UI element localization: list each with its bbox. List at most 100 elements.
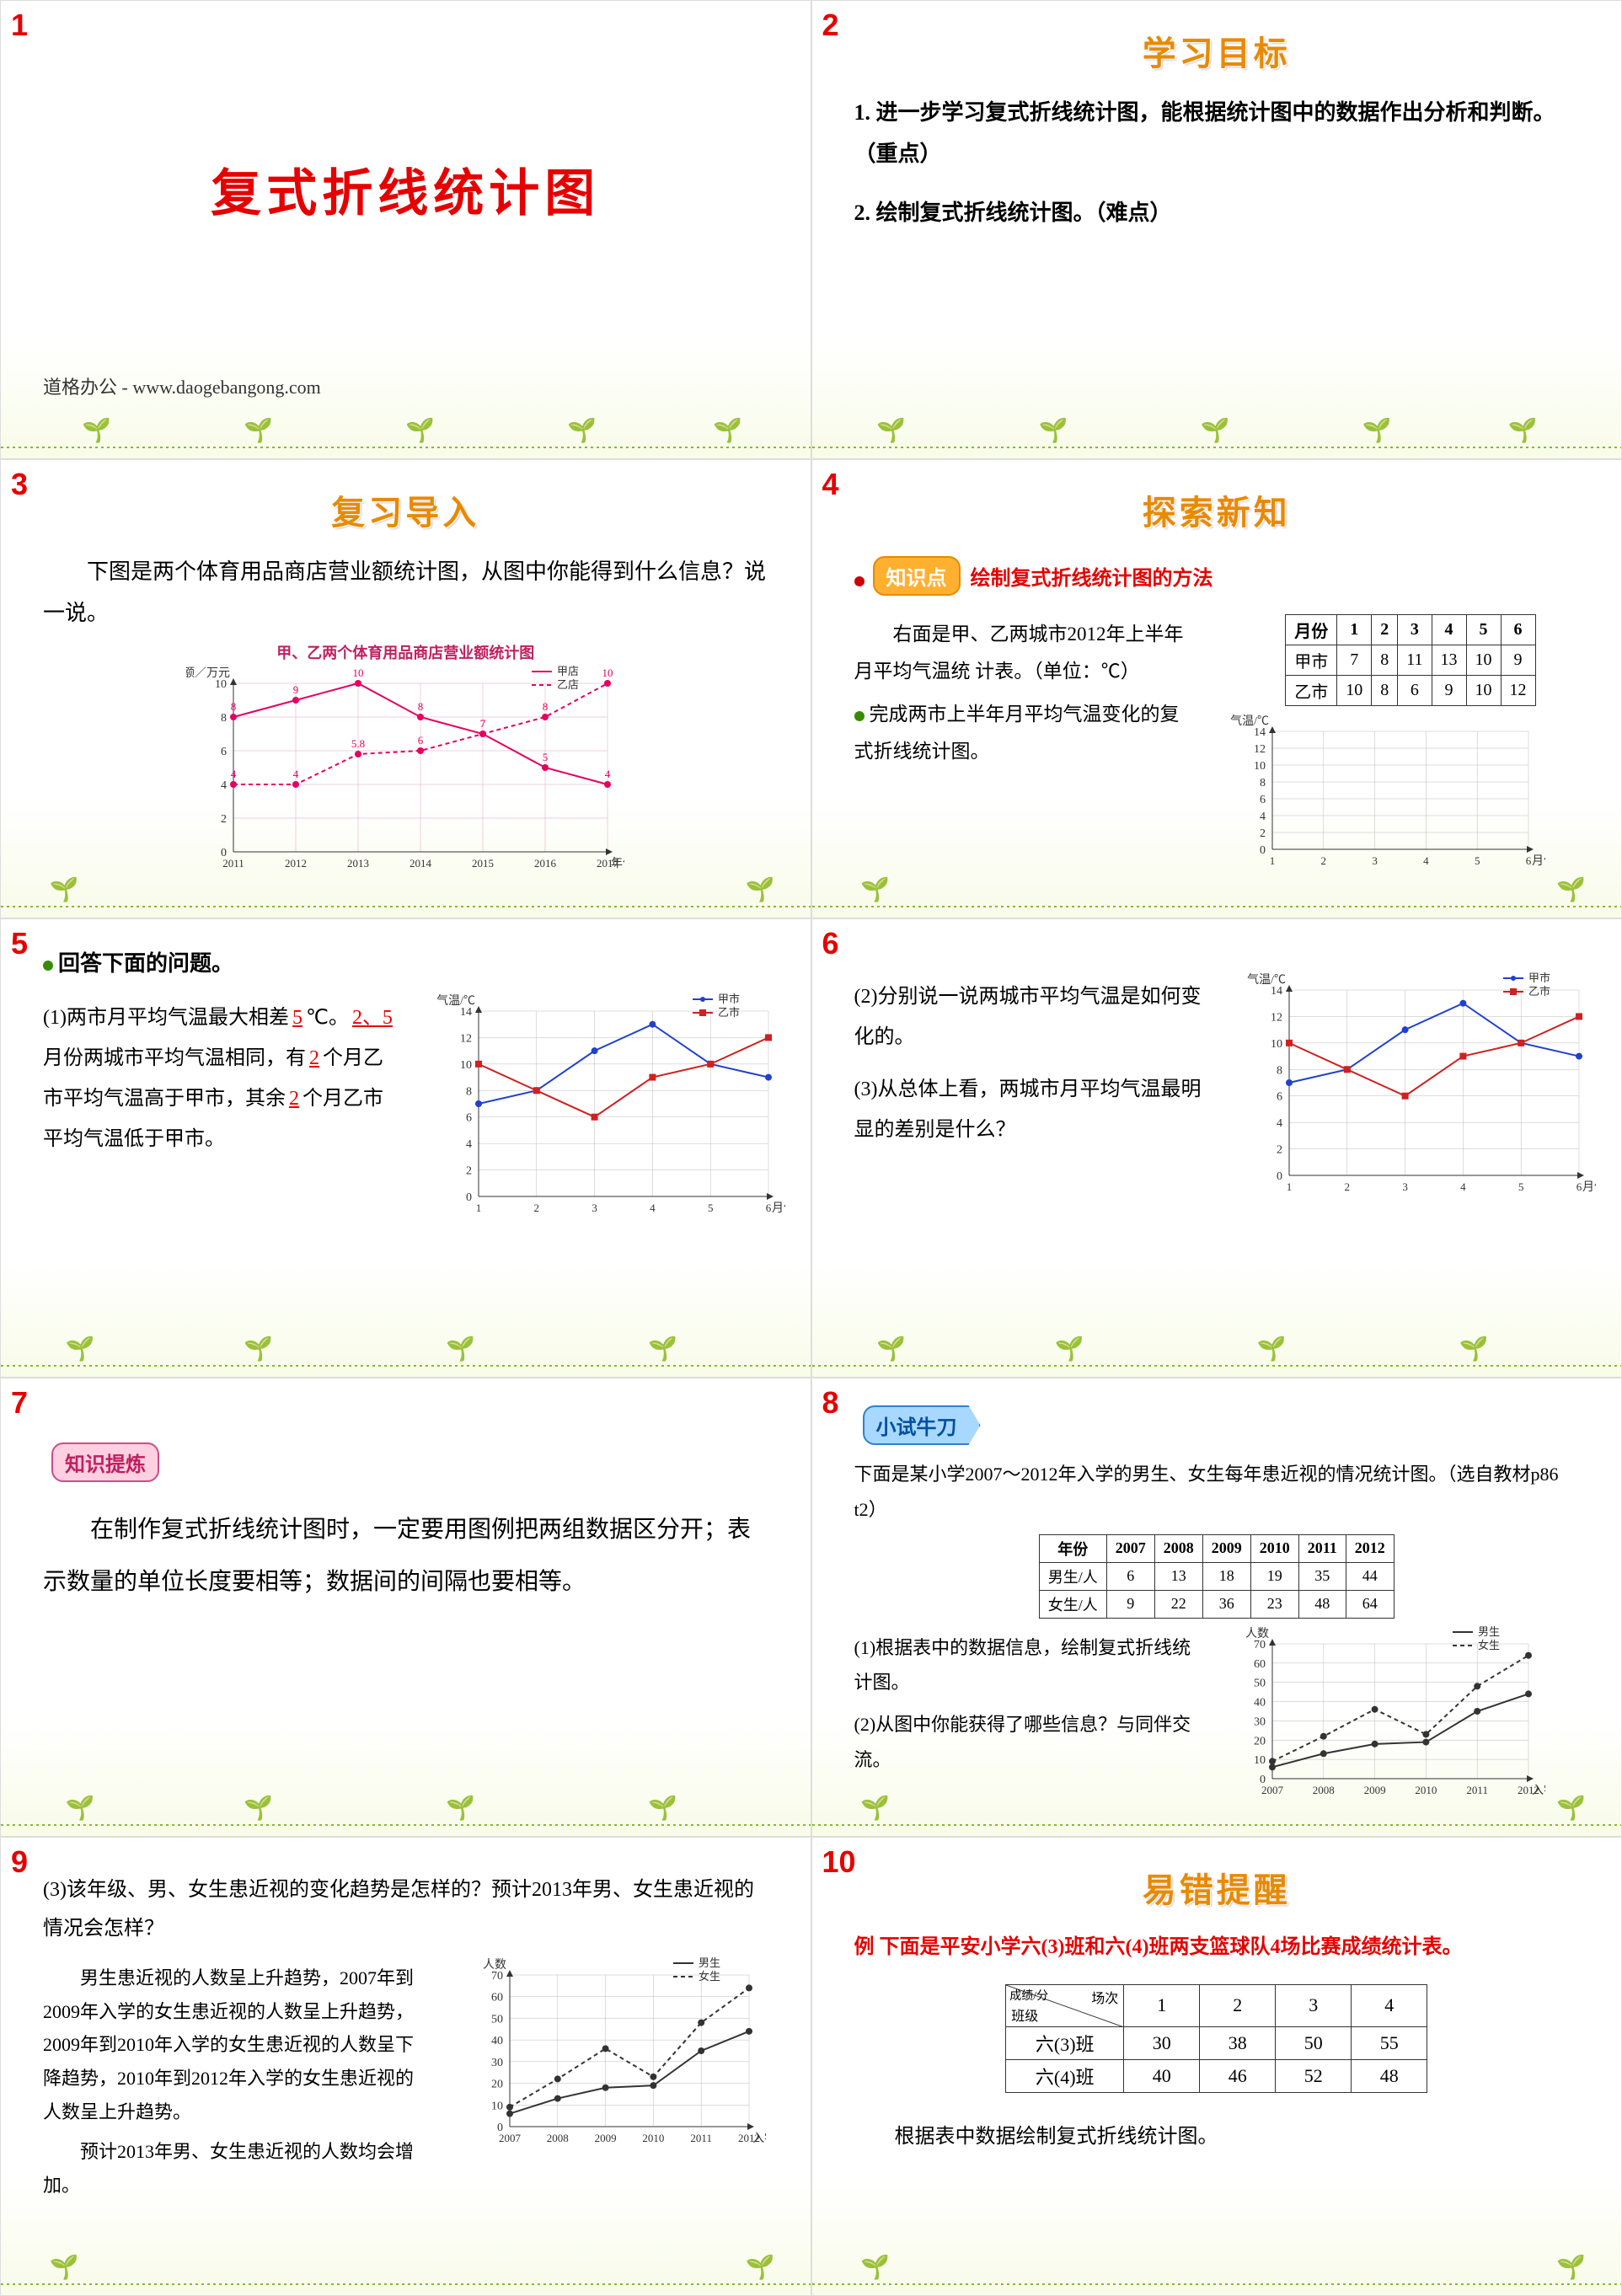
svg-text:20: 20 (1254, 1735, 1266, 1747)
blank-chart: 02468101214123456气温/℃月份 (1225, 711, 1545, 880)
svg-text:70: 70 (491, 1970, 503, 1983)
svg-text:30: 30 (491, 2057, 503, 2069)
q8-1: (1)根据表中的数据信息，绘制复式折线统计图。 (854, 1630, 1191, 1701)
svg-text:14: 14 (460, 1006, 472, 1019)
q9-3: (3)该年级、男、女生患近视的变化趋势是怎样的？预计2013年男、女生患近视的情… (43, 1871, 768, 1948)
svg-text:6: 6 (221, 746, 227, 758)
svg-text:气温/℃: 气温/℃ (436, 994, 475, 1008)
svg-text:5.8: 5.8 (351, 737, 365, 750)
svg-text:乙市: 乙市 (1528, 985, 1550, 998)
svg-text:10: 10 (1254, 1754, 1266, 1767)
svg-text:3: 3 (1402, 1180, 1408, 1193)
svg-text:月份: 月份 (1532, 854, 1545, 868)
practice-tag: 小试牛刀 (863, 1405, 981, 1445)
svg-text:1: 1 (1287, 1180, 1293, 1193)
slide-number: 8 (822, 1385, 839, 1421)
svg-text:6: 6 (466, 1112, 472, 1125)
bullet-icon (854, 711, 865, 721)
svg-text:乙市: 乙市 (718, 1006, 740, 1019)
svg-text:4: 4 (1277, 1117, 1282, 1130)
svg-text:4: 4 (221, 779, 227, 792)
chart-title: 甲、乙两个体育用品商店营业额统计图 (26, 641, 785, 663)
slide-5: 5 回答下面的问题。 (1)两市月平均气温最大相差5℃。2、5月份两城市平均气温… (0, 918, 811, 1378)
svg-text:0: 0 (1277, 1170, 1282, 1183)
svg-text:5: 5 (1475, 854, 1480, 867)
grass-decoration (1, 2245, 811, 2295)
svg-text:2: 2 (1320, 854, 1326, 867)
svg-text:2: 2 (221, 813, 227, 826)
svg-text:气温/℃: 气温/℃ (1247, 973, 1286, 987)
slide-10: 10 易错提醒 例 下面是平安小学六(3)班和六(4)班两支篮球队4场比赛成绩统… (811, 1837, 1622, 2296)
sales-chart: 02468102011201220132014201520162017营业额／万… (186, 663, 624, 882)
goal-1: 1. 进一步学习复式折线统计图，能根据统计图中的数据作出分析和判断。（重点） (854, 92, 1580, 175)
svg-text:4: 4 (1460, 1180, 1466, 1193)
intro-text: 下图是两个体育用品商店营业额统计图，从图中你能得到什么信息？说一说。 (43, 551, 768, 634)
svg-text:甲店: 甲店 (557, 665, 579, 677)
svg-text:14: 14 (1271, 985, 1282, 998)
question-2: (2)分别说一说两城市平均气温是如何变化的。 (854, 977, 1209, 1057)
myopia-chart-8: 010203040506070200720082009201020112012人… (1225, 1624, 1545, 1809)
slide-number: 1 (11, 8, 28, 43)
p4-text1: 右面是甲、乙两城市2012年上半年月平均气温统 计表。（单位：℃） (854, 616, 1191, 689)
slide-number: 7 (11, 1385, 28, 1421)
svg-text:1: 1 (1270, 854, 1276, 867)
svg-text:3: 3 (1372, 854, 1378, 867)
slide-number: 4 (822, 467, 839, 502)
svg-text:2: 2 (533, 1202, 539, 1214)
grass-decoration (1, 1326, 811, 1377)
svg-text:6: 6 (765, 1202, 771, 1214)
basketball-table: 场次班级成绩/分1234六(3)班30385055六(4)班40465248 (1005, 1984, 1427, 2093)
section-title: 易错提醒 (838, 1863, 1597, 1912)
svg-text:2: 2 (466, 1165, 472, 1178)
svg-text:0: 0 (466, 1191, 472, 1204)
p4-text2: 完成两市上半年月平均气温变化的复式折线统计图。 (854, 704, 1180, 762)
svg-text:6: 6 (1277, 1091, 1282, 1104)
slide-number: 3 (11, 467, 28, 502)
svg-text:2010: 2010 (642, 2132, 664, 2144)
svg-text:60: 60 (491, 1992, 503, 2004)
goal-2: 2. 绘制复式折线统计图。（难点） (854, 192, 1580, 233)
svg-text:9: 9 (293, 683, 299, 696)
svg-text:4: 4 (650, 1202, 656, 1214)
knowledge-text: 绘制复式折线统计图的方法 (971, 568, 1213, 590)
slide-6: 6 (2)分别说一说两城市平均气温是如何变化的。 (3)从总体上看，两城市月平均… (811, 918, 1622, 1378)
svg-text:10: 10 (460, 1059, 472, 1072)
svg-text:5: 5 (1518, 1180, 1524, 1193)
svg-text:营业额／万元: 营业额／万元 (186, 666, 230, 680)
svg-text:男生: 男生 (1478, 1625, 1500, 1638)
svg-text:6: 6 (1260, 794, 1266, 806)
slide-3: 3 复习导入 下图是两个体育用品商店营业额统计图，从图中你能得到什么信息？说一说… (0, 459, 811, 918)
svg-text:50: 50 (1254, 1677, 1266, 1689)
temp-chart-6: 02468101214123456气温/℃月份甲市乙市 (1242, 970, 1596, 1206)
question-3: (3)从总体上看，两城市月平均气温最明显的差别是什么？ (854, 1069, 1209, 1150)
svg-text:乙店: 乙店 (557, 678, 579, 691)
knowledge-tag: 知识点 (873, 556, 961, 596)
slide-9: 9 (3)该年级、男、女生患近视的变化趋势是怎样的？预计2013年男、女生患近视… (0, 1837, 811, 2296)
svg-text:10: 10 (215, 678, 227, 691)
svg-text:14: 14 (1254, 726, 1266, 739)
bullet-icon (854, 576, 865, 586)
temp-chart-5: 02468101214123456气温/℃月份甲市乙市 (431, 991, 785, 1227)
grass-decoration (812, 408, 1622, 458)
svg-text:6: 6 (418, 734, 424, 747)
svg-text:40: 40 (1254, 1696, 1266, 1709)
myopia-chart-9: 010203040506070200720082009201020112012人… (463, 1955, 766, 2157)
svg-text:50: 50 (491, 2014, 503, 2026)
slide-number: 5 (11, 926, 28, 961)
svg-text:12: 12 (1271, 1011, 1282, 1024)
grass-decoration (812, 2245, 1622, 2295)
svg-text:2: 2 (1345, 1180, 1351, 1193)
example-text: 例 下面是平安小学六(3)班和六(4)班两支篮球队4场比赛成绩统计表。 (854, 1929, 1580, 1967)
question-1: (1)两市月平均气温最大相差5℃。2、5月份两城市平均气温相同，有2个月乙市平均… (43, 998, 398, 1159)
svg-text:入学年份: 入学年份 (752, 2132, 766, 2145)
svg-text:4: 4 (605, 768, 611, 780)
section-title: 学习目标 (838, 26, 1597, 75)
q8-2: (2)从图中你能获得了哪些信息？与同伴交流。 (854, 1707, 1191, 1778)
svg-text:4: 4 (1260, 811, 1266, 823)
slide-number: 10 (822, 1844, 856, 1880)
svg-text:4: 4 (1423, 854, 1429, 867)
section-title: 复习导入 (26, 485, 785, 534)
svg-text:12: 12 (460, 1033, 472, 1046)
svg-text:5: 5 (707, 1202, 713, 1214)
svg-text:人数: 人数 (483, 1958, 506, 1972)
